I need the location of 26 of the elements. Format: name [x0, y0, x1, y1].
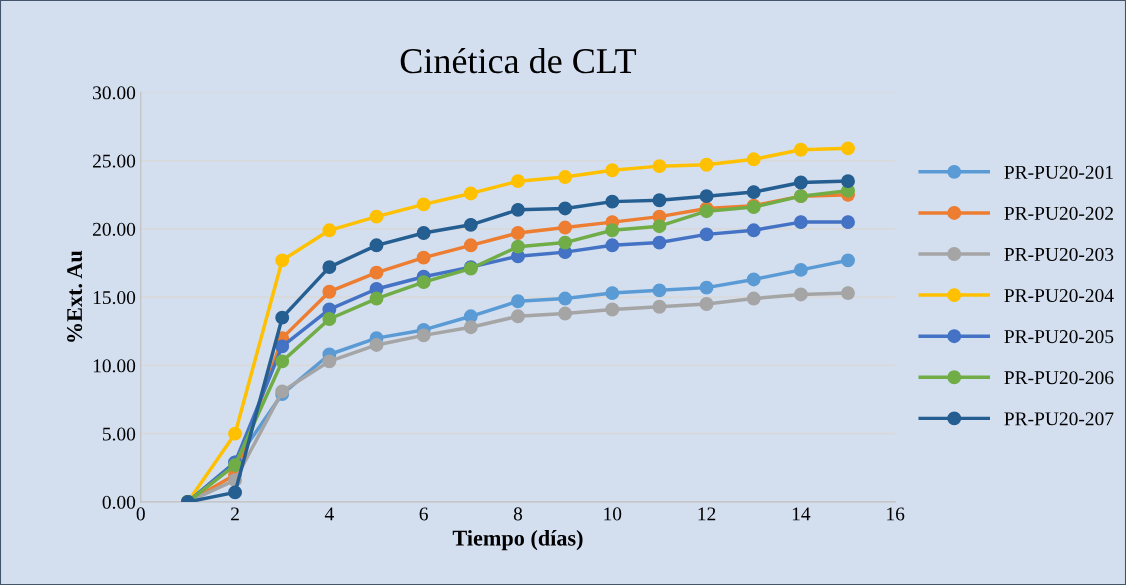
y-tick-label: 0.00: [102, 495, 136, 509]
y-axis-title: %Ext. Au: [67, 250, 83, 342]
x-tick-label: 12: [698, 507, 716, 521]
y-tick-label: 10.00: [93, 359, 136, 373]
chart-title: Cinética de CLT: [400, 47, 637, 74]
y-tick-label: 30.00: [93, 86, 136, 100]
x-tick-label: 10: [604, 507, 622, 521]
y-tick-label: 25.00: [92, 154, 136, 168]
y-tick-label: 15.00: [93, 291, 136, 305]
x-tick-label: 16: [887, 507, 905, 521]
legend-label: PR-PU20-207: [1004, 412, 1114, 426]
legend-label: PR-PU20-201: [1004, 165, 1113, 179]
y-tick-label: 20.00: [92, 222, 136, 236]
y-tick-label: 5.00: [102, 427, 136, 441]
legend-label: PR-PU20-206: [1004, 371, 1114, 385]
legend-label: PR-PU20-204: [1004, 288, 1114, 303]
x-axis-title: Tiempo (días): [452, 529, 583, 551]
x-tick-label: 6: [419, 507, 428, 521]
x-tick-label: 4: [324, 507, 334, 521]
x-tick-label: 2: [231, 507, 239, 521]
x-tick-label: 8: [513, 507, 523, 521]
x-tick-label: 0: [136, 507, 145, 521]
legend-label: PR-PU20-202: [1004, 206, 1113, 220]
legend-label: PR-PU20-205: [1004, 330, 1114, 344]
legend-label: PR-PU20-203: [1004, 247, 1114, 262]
x-tick-label: 14: [792, 507, 811, 521]
